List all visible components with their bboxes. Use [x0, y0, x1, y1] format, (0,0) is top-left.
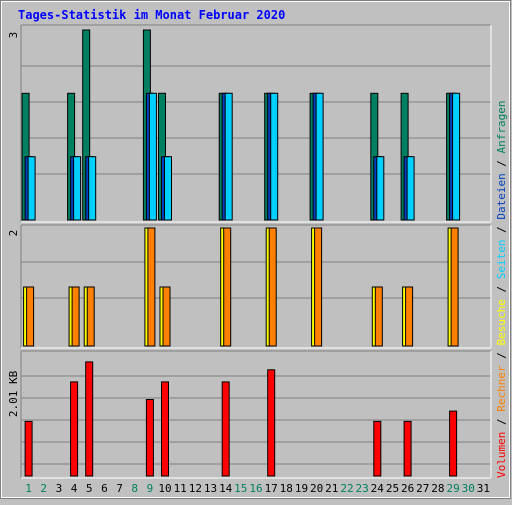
- legend-separator: /: [495, 220, 508, 240]
- y-axis-max-label: 2.01 KB: [7, 370, 20, 417]
- bar-rechner-day-9: [147, 227, 156, 347]
- x-tick-label: 11: [174, 482, 187, 495]
- x-tick-label: 1: [25, 482, 32, 495]
- x-tick-label: 28: [431, 482, 444, 495]
- x-tick-label: 25: [386, 482, 399, 495]
- x-tick-label: 27: [416, 482, 429, 495]
- panel-background: [21, 351, 491, 478]
- bar-volumen-day-24: [373, 420, 382, 477]
- bar-seiten-day-17: [270, 92, 279, 221]
- x-tick-label: 30: [462, 482, 475, 495]
- bar-volumen-day-1: [24, 420, 33, 477]
- bar-seiten-day-14: [224, 92, 233, 221]
- x-tick-label: 31: [477, 482, 490, 495]
- x-tick-label: 18: [280, 482, 293, 495]
- bar-rechner-day-29: [450, 227, 459, 347]
- x-tick-label: 17: [265, 482, 278, 495]
- bar-seiten-day-20: [315, 92, 324, 221]
- x-tick-label: 4: [71, 482, 78, 495]
- x-tick-label: 9: [147, 482, 154, 495]
- bar-volumen-day-10: [161, 381, 169, 477]
- bar-volumen-day-4: [70, 381, 79, 477]
- legend-entry-volumen: Volumen: [495, 432, 508, 478]
- legend-entry-anfragen: Anfragen: [495, 100, 508, 153]
- bar-rechner-day-10: [162, 286, 171, 347]
- x-tick-label: 29: [446, 482, 459, 495]
- chart-panels: 3 2 2.01 KB: [7, 24, 492, 479]
- bar-rechner-day-4: [71, 286, 80, 347]
- bar-seiten-day-26: [406, 156, 415, 221]
- x-tick-label: 13: [204, 482, 217, 495]
- bar-seiten-day-5: [88, 156, 97, 221]
- x-tick-label: 21: [325, 482, 338, 495]
- bar-rechner-day-26: [405, 286, 414, 347]
- x-tick-label: 2: [40, 482, 47, 495]
- bar-volumen-day-5: [85, 361, 94, 477]
- legend-entry-dateien: Dateien: [495, 173, 508, 219]
- chart-legend: Volumen / Rechner / Besuche / Seiten / D…: [495, 100, 508, 478]
- x-tick-label: 15: [234, 482, 247, 495]
- bar-volumen-day-14: [221, 381, 230, 477]
- x-tick-label: 7: [116, 482, 123, 495]
- bar-volumen-day-17: [267, 369, 276, 477]
- x-tick-label: 6: [101, 482, 108, 495]
- chart-title: Tages-Statistik im Monat Februar 2020: [18, 8, 285, 22]
- panel-visits: 2: [7, 224, 492, 349]
- x-axis-labels: 1 2 3 4 5 6 7 8 9 10 11 12 13 14 15 16 17 18 19 20 21 22 23 24 2…: [25, 482, 490, 495]
- panel-requests: 3: [7, 24, 492, 223]
- panel-volume: 2.01 KB: [7, 350, 492, 479]
- x-tick-label: 14: [219, 482, 233, 495]
- x-tick-label: 16: [249, 482, 262, 495]
- legend-separator: /: [495, 412, 508, 432]
- bar-rechner-day-14: [223, 227, 232, 347]
- bar-volumen-day-9: [145, 399, 154, 477]
- bar-seiten-day-9: [148, 92, 157, 221]
- y-axis-max-label: 3: [7, 32, 20, 39]
- bar-volumen-day-26: [403, 420, 412, 477]
- x-tick-label: 12: [189, 482, 202, 495]
- x-tick-label: 3: [56, 482, 63, 495]
- bar-rechner-day-24: [374, 286, 383, 347]
- bar-seiten-day-10: [164, 156, 172, 221]
- bar-seiten-day-4: [73, 156, 82, 221]
- bar-seiten-day-29: [452, 92, 461, 221]
- bar-rechner-day-5: [86, 286, 95, 347]
- outer-frame-light: [1, 1, 510, 498]
- x-tick-label: 23: [355, 482, 368, 495]
- x-tick-label: 26: [401, 482, 414, 495]
- x-tick-label: 8: [131, 482, 138, 495]
- bar-seiten-day-24: [376, 156, 385, 221]
- bar-volumen-day-29: [449, 410, 458, 477]
- legend-separator: /: [495, 279, 508, 299]
- x-tick-label: 22: [340, 482, 353, 495]
- x-tick-label: 24: [371, 482, 385, 495]
- x-tick-label: 19: [295, 482, 308, 495]
- bar-rechner-day-17: [268, 227, 277, 347]
- x-tick-label: 20: [310, 482, 323, 495]
- legend-entry-seiten: Seiten: [495, 240, 508, 280]
- legend-separator: /: [495, 346, 508, 366]
- bar-rechner-day-1: [26, 286, 35, 347]
- bar-rechner-day-20: [314, 227, 323, 347]
- y-axis-max-label: 2: [7, 230, 20, 237]
- legend-separator: /: [495, 153, 508, 173]
- legend-entry-rechner: Rechner: [495, 365, 508, 412]
- x-tick-label: 5: [86, 482, 93, 495]
- legend-entry-besuche: Besuche: [495, 299, 508, 345]
- x-tick-label: 10: [158, 482, 171, 495]
- bar-seiten-day-1: [27, 156, 36, 221]
